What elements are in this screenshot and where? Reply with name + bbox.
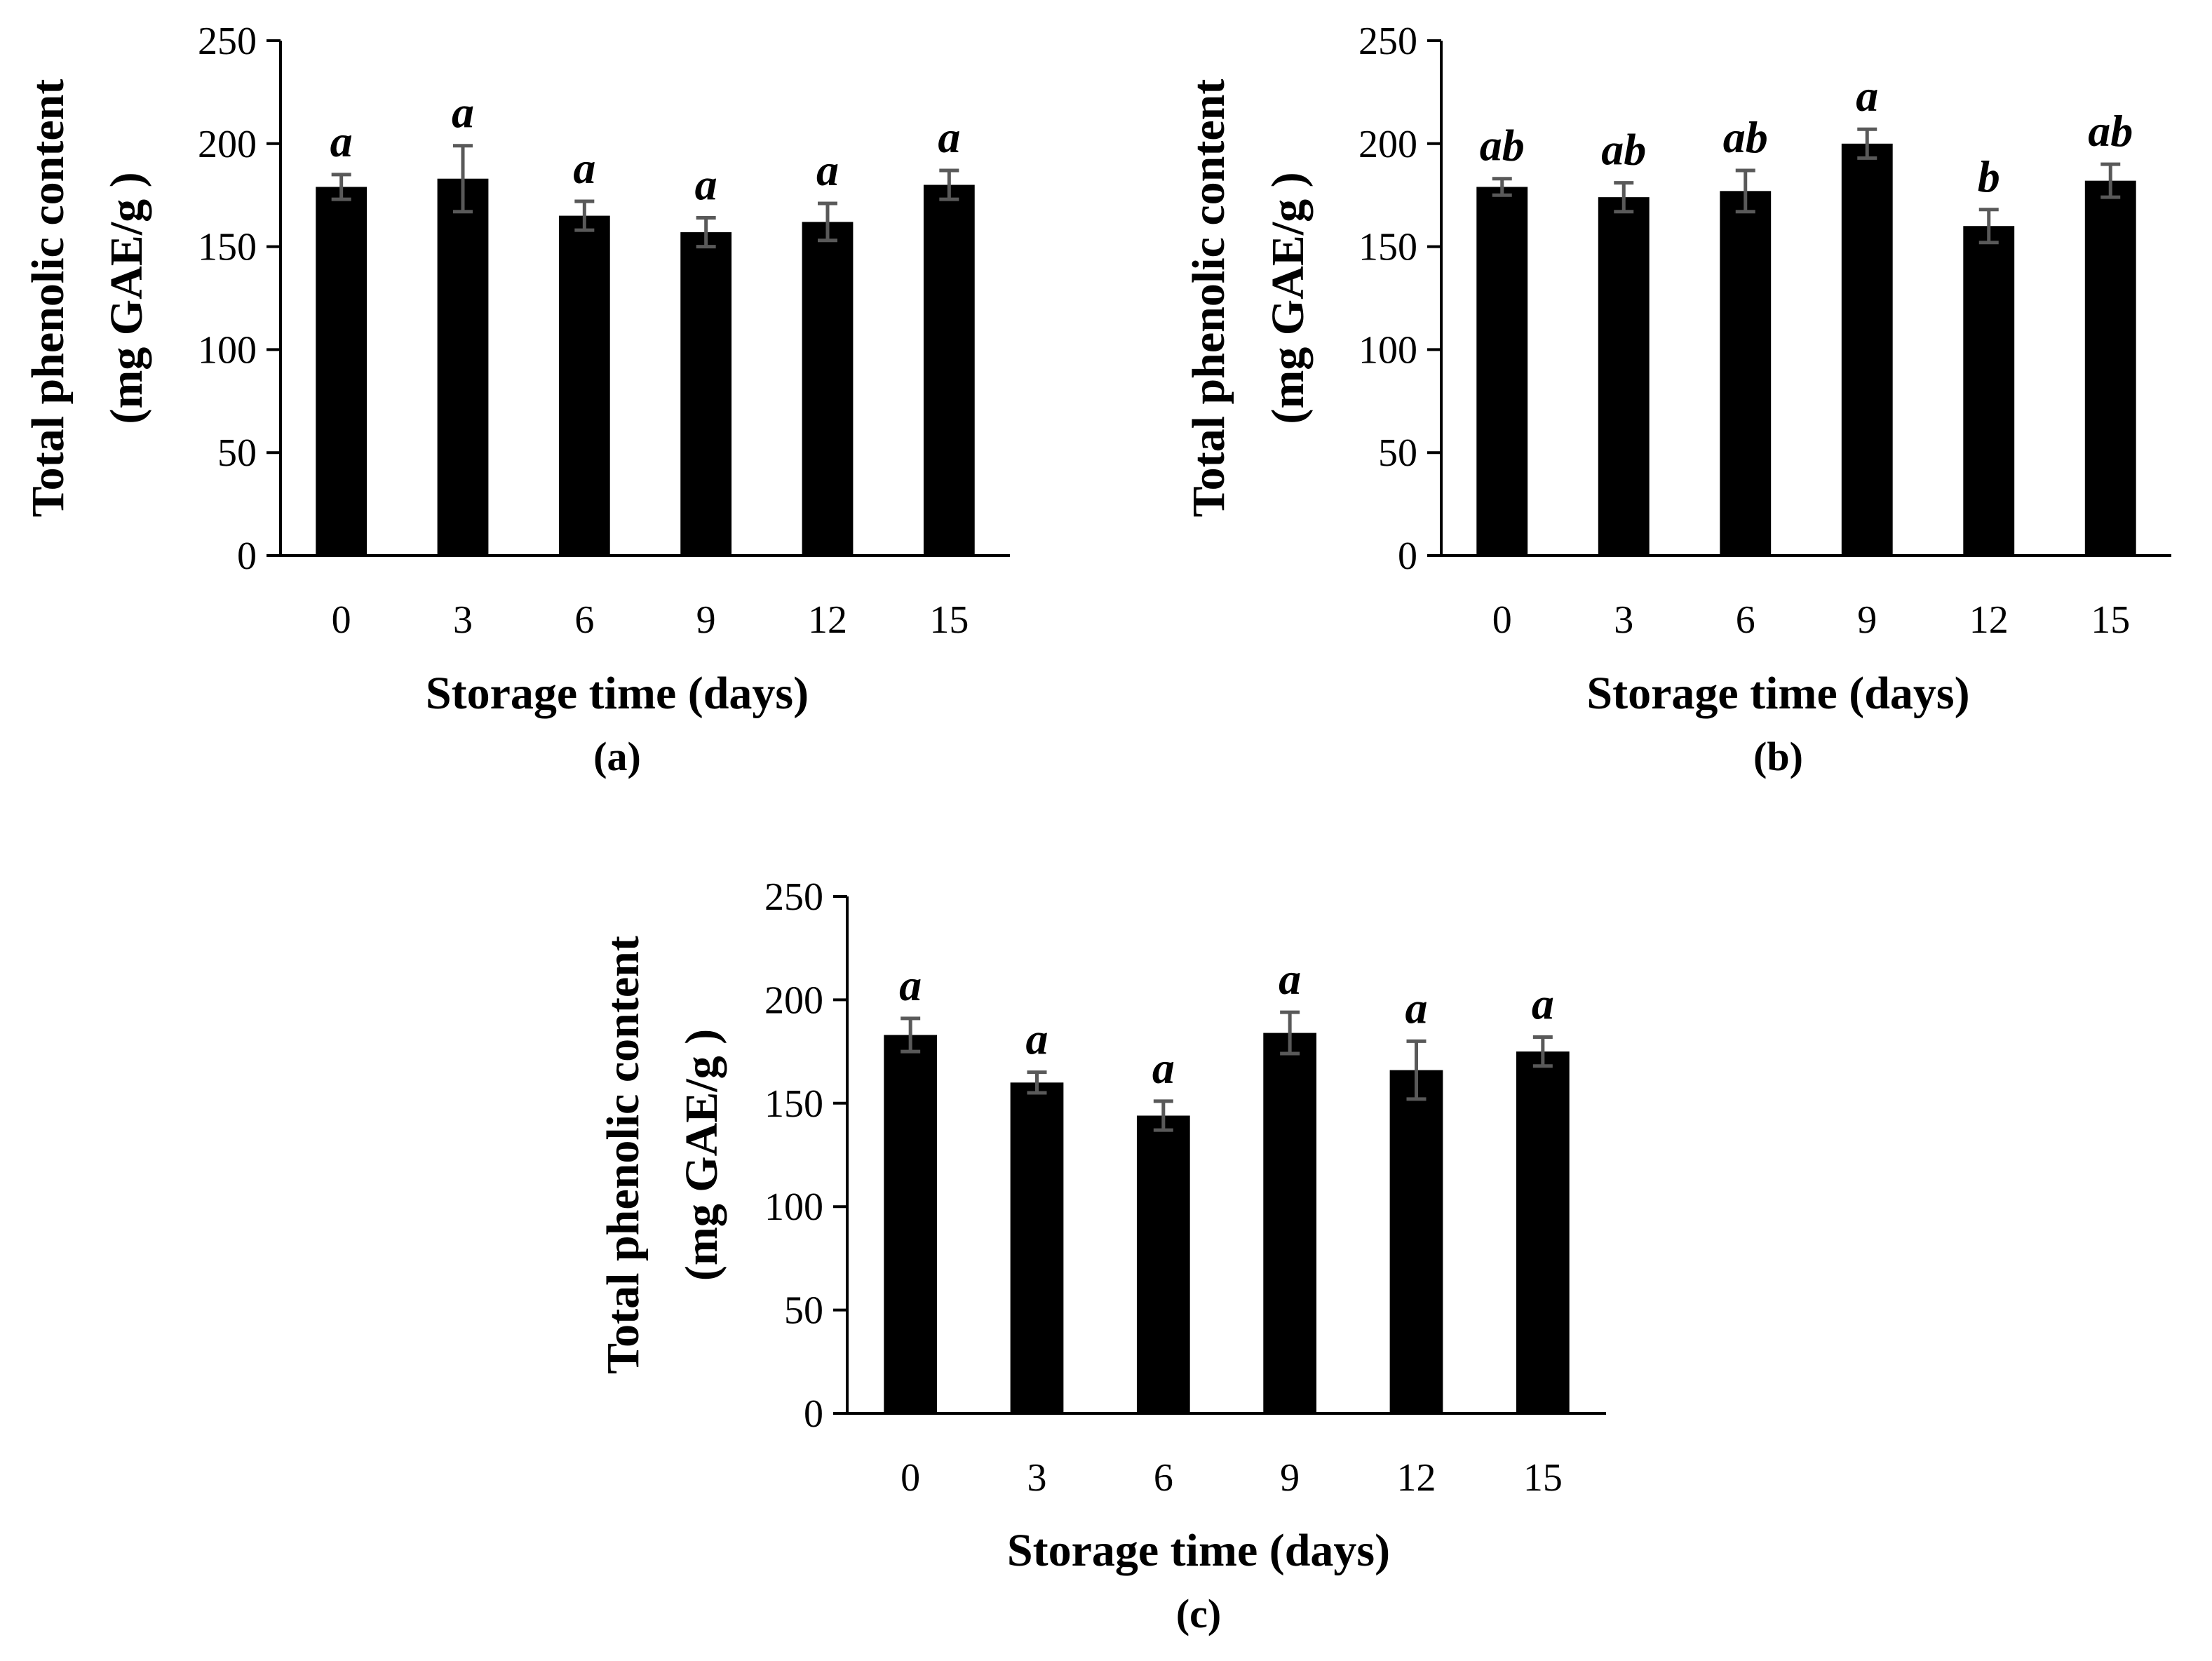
bar-15 bbox=[1516, 1051, 1570, 1413]
significance-label-3: ab bbox=[1601, 125, 1646, 175]
significance-label-15: a bbox=[938, 112, 960, 162]
y-tick-label: 150 bbox=[1358, 226, 1417, 269]
x-tick-label: 12 bbox=[1969, 598, 2009, 642]
x-tick-label: 6 bbox=[1154, 1456, 1173, 1500]
y-tick-label: 150 bbox=[198, 226, 257, 269]
y-tick-label: 50 bbox=[784, 1289, 823, 1333]
y-axis-title-line1: Total phenolic content bbox=[598, 936, 649, 1374]
y-axis-title-line2: (mg GAE/g ) bbox=[1262, 172, 1314, 424]
y-tick-label: 200 bbox=[1358, 123, 1417, 166]
chart-panel-3: 0 50 100 150 200 250 a 0 a 3 a 6 a 9 a 12 a 15 Storage tim… bbox=[598, 875, 1606, 1636]
bar-12 bbox=[1963, 226, 2015, 556]
y-axis-title-line2: (mg GAE/g ) bbox=[676, 1029, 727, 1281]
bar-9 bbox=[1263, 1033, 1317, 1413]
chart-panel-1: 0 50 100 150 200 250 a 0 a 3 a 6 a 9 a 12 a 15 Storage tim… bbox=[22, 20, 1010, 779]
y-tick-label: 250 bbox=[198, 20, 257, 63]
y-tick-label: 0 bbox=[804, 1392, 823, 1436]
y-tick-label: 250 bbox=[1358, 20, 1417, 63]
significance-label-3: a bbox=[1026, 1014, 1048, 1064]
significance-label-9: a bbox=[1856, 71, 1878, 121]
significance-label-6: ab bbox=[1723, 112, 1768, 162]
y-tick-label: 200 bbox=[198, 123, 257, 166]
y-tick-label: 100 bbox=[1358, 328, 1417, 372]
x-tick-label: 0 bbox=[1492, 598, 1512, 642]
x-tick-label: 15 bbox=[1523, 1456, 1563, 1500]
significance-label-0: a bbox=[330, 116, 353, 166]
bar-15 bbox=[923, 184, 975, 556]
y-axis-title-line1: Total phenolic content bbox=[22, 79, 74, 518]
x-tick-label: 0 bbox=[901, 1456, 920, 1500]
significance-label-9: a bbox=[1279, 954, 1301, 1004]
y-tick-label: 100 bbox=[198, 328, 257, 372]
x-tick-label: 9 bbox=[1857, 598, 1877, 642]
bar-3 bbox=[1598, 197, 1650, 556]
x-tick-label: 3 bbox=[1027, 1456, 1047, 1500]
y-tick-label: 0 bbox=[237, 534, 257, 578]
bar-3 bbox=[1010, 1082, 1064, 1413]
y-tick-label: 250 bbox=[764, 875, 823, 919]
bar-6 bbox=[1720, 191, 1772, 556]
significance-label-15: a bbox=[1532, 979, 1554, 1028]
significance-label-12: b bbox=[1978, 152, 2000, 201]
significance-label-6: a bbox=[573, 143, 595, 193]
y-axis-title-line1: Total phenolic content bbox=[1183, 79, 1234, 518]
panel-label: (b) bbox=[1753, 734, 1803, 779]
x-axis-title: Storage time (days) bbox=[1586, 668, 1969, 719]
y-axis-title-line2: (mg GAE/g ) bbox=[101, 172, 152, 424]
y-tick-label: 50 bbox=[1378, 431, 1417, 475]
panel-label: (a) bbox=[593, 734, 641, 779]
panel-label: (c) bbox=[1176, 1591, 1221, 1636]
x-tick-label: 9 bbox=[696, 598, 716, 642]
significance-label-3: a bbox=[452, 88, 474, 137]
x-axis-title: Storage time (days) bbox=[426, 668, 809, 719]
x-tick-label: 3 bbox=[1614, 598, 1633, 642]
y-tick-label: 100 bbox=[764, 1185, 823, 1229]
y-tick-label: 0 bbox=[1398, 534, 1417, 578]
bar-0 bbox=[884, 1035, 938, 1413]
bar-12 bbox=[802, 222, 854, 556]
significance-label-12: a bbox=[816, 145, 839, 195]
x-tick-label: 15 bbox=[2091, 598, 2130, 642]
significance-label-0: ab bbox=[1480, 121, 1525, 170]
significance-label-15: ab bbox=[2088, 106, 2133, 156]
significance-label-6: a bbox=[1152, 1043, 1175, 1093]
y-tick-label: 200 bbox=[764, 979, 823, 1022]
bar-15 bbox=[2084, 180, 2136, 556]
bar-9 bbox=[680, 232, 732, 556]
significance-label-0: a bbox=[899, 960, 922, 1010]
significance-label-9: a bbox=[695, 159, 717, 209]
x-tick-label: 6 bbox=[1736, 598, 1755, 642]
x-tick-label: 15 bbox=[929, 598, 969, 642]
bar-6 bbox=[1136, 1115, 1190, 1413]
bar-3 bbox=[437, 178, 489, 556]
x-axis-title: Storage time (days) bbox=[1007, 1525, 1390, 1576]
x-tick-label: 9 bbox=[1280, 1456, 1300, 1500]
x-tick-label: 0 bbox=[332, 598, 351, 642]
y-tick-label: 150 bbox=[764, 1082, 823, 1126]
bar-0 bbox=[316, 187, 367, 556]
bar-9 bbox=[1841, 143, 1893, 556]
significance-label-12: a bbox=[1405, 983, 1428, 1033]
bar-0 bbox=[1476, 187, 1528, 556]
chart-panel-2: 0 50 100 150 200 250 ab 0 ab 3 ab 6 a 9 b 12 ab 15 Storage… bbox=[1183, 20, 2171, 779]
bar-6 bbox=[558, 215, 610, 556]
y-tick-label: 50 bbox=[217, 431, 257, 475]
x-tick-label: 12 bbox=[1397, 1456, 1436, 1500]
x-tick-label: 12 bbox=[808, 598, 847, 642]
bar-12 bbox=[1389, 1070, 1443, 1413]
x-tick-label: 3 bbox=[453, 598, 473, 642]
x-tick-label: 6 bbox=[574, 598, 594, 642]
